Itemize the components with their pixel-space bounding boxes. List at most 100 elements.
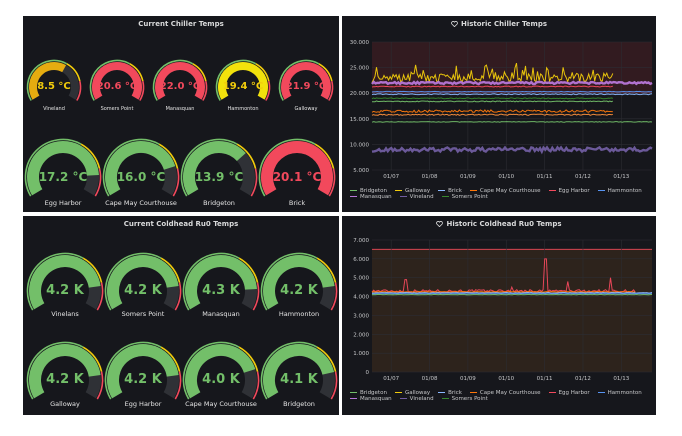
gauge-label: Egg Harbor <box>44 199 82 207</box>
legend-swatch <box>597 189 605 192</box>
legend-item[interactable]: Vineland <box>399 396 434 402</box>
series-line-vineland <box>371 145 653 155</box>
gauge-label: Brick <box>288 199 306 207</box>
historic-chiller-chart[interactable]: 5.000 10.000 15.000 20.000 25.000 30.000 01/07… <box>342 16 656 212</box>
y-tick-label: 1.000 <box>353 351 369 357</box>
gauge-threshold-green <box>104 252 162 311</box>
legend-item[interactable]: Manasquan <box>350 194 392 200</box>
gauge[interactable]: 4.1 K Bridgeton <box>258 341 339 414</box>
gauge[interactable]: 20.1 °C Brick <box>256 138 338 211</box>
gauge[interactable]: 19.4 °C Hammonton <box>213 59 273 112</box>
historic-coldhead-title[interactable]: Historic Coldhead Ru0 Temps <box>342 218 656 230</box>
gauge-threshold-red <box>174 371 182 400</box>
legend-label: Somers Point <box>451 396 488 402</box>
gauge[interactable]: 13.9 °C Bridgeton <box>178 138 260 211</box>
gauge-threshold-yellow <box>238 257 259 283</box>
gauge-value: 4.2 K <box>46 371 84 387</box>
x-tick-label: 01/07 <box>383 376 399 382</box>
historic-chiller-title[interactable]: Historic Chiller Temps <box>342 18 656 30</box>
legend-item[interactable]: Somers Point <box>441 194 488 200</box>
current-chiller-panel: Current Chiller Temps 8.5 °C Vineland 20.6… <box>23 16 339 212</box>
gauge-threshold-yellow <box>66 63 81 82</box>
gauge-value: 19.4 °C <box>222 80 264 92</box>
gauge-value: 8.5 °C <box>37 80 71 92</box>
legend-item[interactable]: Cape May Courthouse <box>469 390 541 396</box>
gauge[interactable]: 16.0 °C Cape May Courthouse <box>100 138 182 211</box>
gauge-threshold-red <box>96 371 104 400</box>
series-line-cape-may-courthouse <box>371 291 636 293</box>
legend-item[interactable]: Manasquan <box>350 396 392 402</box>
gauge-value: 4.3 K <box>202 282 240 298</box>
gauge-threshold-green <box>182 252 240 311</box>
legend-swatch <box>350 195 357 198</box>
legend-item[interactable]: Somers Point <box>441 396 488 402</box>
gauge[interactable]: 4.2 K Galloway <box>24 341 106 414</box>
gauge-threshold-yellow <box>238 346 259 372</box>
gauge[interactable]: 4.2 K Vinelans <box>24 252 106 325</box>
gauge[interactable]: 17.2 °C Egg Harbor <box>23 138 104 211</box>
gauge[interactable]: 4.2 K Egg Harbor <box>102 341 184 414</box>
legend-item[interactable]: Galloway <box>394 188 430 194</box>
legend-item[interactable]: Cape May Courthouse <box>469 188 541 194</box>
legend-item[interactable]: Galloway <box>394 390 431 396</box>
x-tick-label: 01/08 <box>422 174 438 180</box>
legend-item[interactable]: Hammonton <box>597 188 642 194</box>
gauge-value: 13.9 °C <box>194 169 244 184</box>
gauge[interactable]: 4.2 K Somers Point <box>102 252 184 325</box>
gauge-fill <box>107 344 179 399</box>
gauge-fill <box>185 344 256 399</box>
gauge-label: Hammonton <box>227 106 259 112</box>
gauge-value: 16.0 °C <box>116 169 166 184</box>
gauge[interactable]: 4.0 K Cape May Courthouse <box>180 341 262 414</box>
legend-item[interactable]: Bridgeton <box>350 390 387 396</box>
legend-item[interactable]: Brick <box>438 390 462 396</box>
legend-swatch <box>548 189 556 192</box>
gauge[interactable]: 21.9 °C Galloway <box>276 59 336 112</box>
gauge-threshold-yellow <box>129 63 144 82</box>
gauge-threshold-red <box>76 80 82 101</box>
gauge-threshold-red <box>328 80 334 101</box>
legend-item[interactable]: Egg Harbor <box>548 390 590 396</box>
historic-chiller-panel: Historic Chiller Temps 5.000 10.000 15.000… <box>342 16 656 212</box>
gauge-threshold-yellow <box>318 63 333 82</box>
series-line-somers-point <box>371 97 613 100</box>
legend-item[interactable]: Brick <box>438 188 462 194</box>
gauge[interactable]: 8.5 °C Vineland <box>24 59 84 112</box>
historic-coldhead-panel: Historic Coldhead Ru0 Temps 0 1.000 2.000 3… <box>342 216 656 415</box>
gauge-threshold-green <box>278 59 320 101</box>
legend-item[interactable]: Bridgeton <box>350 188 387 194</box>
historic-coldhead-chart[interactable]: 0 1.000 2.000 3.000 4.000 5.000 6.000 7.000 01/0… <box>342 216 656 415</box>
current-coldhead-title[interactable]: Current Coldhead Ru0 Temps <box>123 220 239 228</box>
legend-item[interactable]: Hammonton <box>597 390 642 396</box>
gauge-value: 4.2 K <box>46 282 84 298</box>
gauge-label: Vinelans <box>51 310 79 318</box>
x-tick-label: 01/11 <box>537 174 553 180</box>
legend-item[interactable]: Vineland <box>399 194 434 200</box>
historic-chiller-title-text: Historic Chiller Temps <box>460 20 548 28</box>
gauge[interactable]: 20.6 °C Somers Point <box>87 59 147 112</box>
gauge-value: 17.2 °C <box>38 169 88 184</box>
gauge-threshold-green <box>182 341 240 400</box>
legend-label: Somers Point <box>451 194 488 200</box>
x-tick-label: 01/08 <box>422 376 438 382</box>
legend-label: Cape May Courthouse <box>479 390 541 396</box>
legend-label: Galloway <box>404 390 431 396</box>
gauge-fill <box>155 62 205 100</box>
legend-swatch <box>438 391 446 394</box>
gauge[interactable]: 22.0 °C Manasquan <box>150 59 210 112</box>
gauge-threshold-green <box>24 138 82 197</box>
gauge-threshold-green <box>26 252 84 311</box>
legend-label: Brick <box>448 390 462 396</box>
legend-item[interactable]: Egg Harbor <box>548 188 590 194</box>
legend-label: Manasquan <box>360 396 392 402</box>
y-tick-label: 5.000 <box>353 168 369 174</box>
legend-swatch <box>350 397 357 400</box>
current-chiller-title[interactable]: Current Chiller Temps <box>138 20 224 28</box>
gauge[interactable]: 4.3 K Manasquan <box>180 252 262 325</box>
legend-swatch <box>394 189 402 192</box>
y-tick-label: 2.000 <box>353 332 369 338</box>
gauge[interactable]: 4.2 K Hammonton <box>258 252 339 325</box>
series-line-bridgeton <box>371 121 653 123</box>
legend-label: Vineland <box>409 194 434 200</box>
gauge-label: Bridgeton <box>283 400 315 408</box>
